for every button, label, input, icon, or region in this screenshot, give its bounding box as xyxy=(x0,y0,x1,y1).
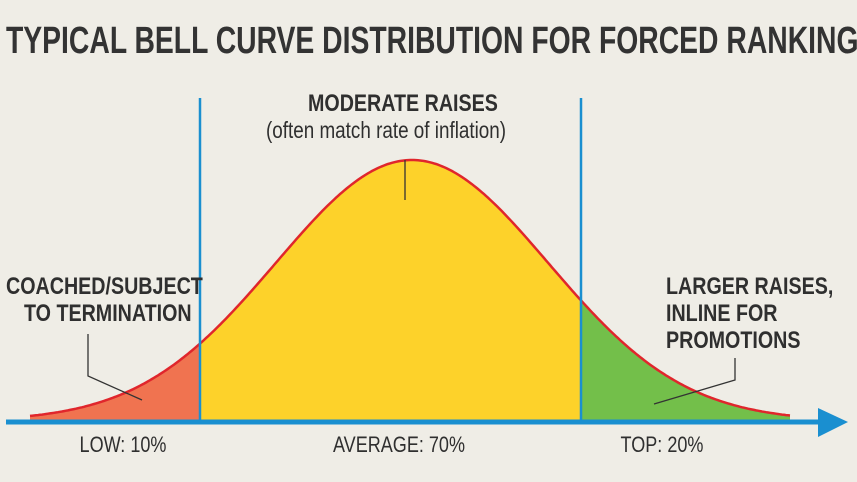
low-segment-label: LOW: 10% xyxy=(79,432,167,457)
average-segment-area xyxy=(200,160,581,421)
page-title: TYPICAL BELL CURVE DISTRIBUTION FOR FORC… xyxy=(6,20,857,62)
right-annotation-line2: INLINE FOR xyxy=(666,300,778,327)
middle-annotation-subtitle: (often match rate of inflation) xyxy=(266,117,507,143)
right-annotation-line3: PROMOTIONS xyxy=(666,327,801,354)
average-segment-label: AVERAGE: 70% xyxy=(332,432,466,457)
top-segment-area xyxy=(581,300,790,421)
left-annotation-line1: COACHED/SUBJECT xyxy=(6,273,203,300)
low-segment-area xyxy=(30,343,200,421)
axis-arrow-icon xyxy=(818,408,848,437)
left-leader-line xyxy=(87,334,143,401)
bell-curve-line xyxy=(29,158,791,418)
right-annotation-line1: LARGER RAISES, xyxy=(666,273,834,300)
middle-annotation-title: MODERATE RAISES xyxy=(308,90,498,117)
top-segment-label: TOP: 20% xyxy=(620,432,704,457)
right-leader-line xyxy=(653,358,736,405)
left-annotation-line2: TO TERMINATION xyxy=(24,300,192,327)
